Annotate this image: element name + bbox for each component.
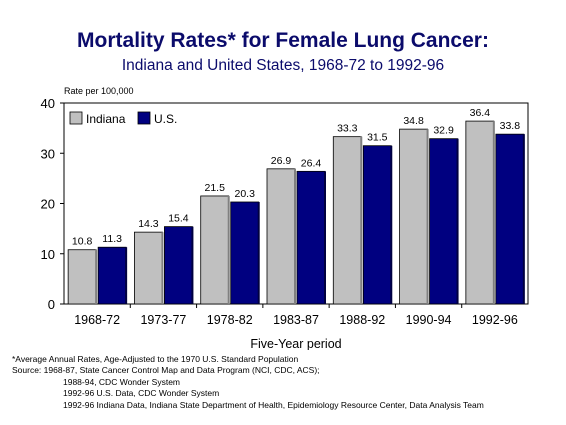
data-label: 15.4 [168, 213, 189, 225]
bar-us [164, 226, 193, 305]
bar-us [296, 170, 326, 305]
y-tick-label: 20 [41, 197, 55, 212]
bar-indiana [200, 195, 230, 305]
data-label: 31.5 [367, 132, 388, 144]
y-tick-label: 0 [48, 297, 55, 312]
data-label: 26.9 [271, 155, 292, 167]
data-label: 20.3 [234, 188, 255, 200]
bar-indiana [67, 249, 97, 305]
x-tick-label: 1983-87 [273, 313, 319, 327]
x-axis-label: Five-Year period [250, 337, 341, 350]
bar-us [495, 133, 525, 305]
data-label: 33.8 [500, 120, 521, 132]
bar-indiana [465, 120, 495, 305]
data-label: 21.5 [204, 182, 225, 194]
x-tick-label: 1968-72 [74, 313, 120, 327]
legend-swatch-indiana [69, 111, 83, 125]
footnote-source-4: 1992-96 Indiana Data, Indiana State Depa… [63, 399, 484, 410]
bar-us [362, 145, 392, 305]
data-label: 10.8 [72, 236, 93, 248]
footnotes: *Average Annual Rates, Age-Adjusted to t… [12, 354, 562, 411]
data-label: 26.4 [301, 157, 322, 169]
x-tick-label: 1978-82 [207, 313, 253, 327]
bar-us [97, 246, 127, 305]
legend-swatch-us [137, 111, 151, 125]
y-tick-label: 30 [41, 146, 55, 161]
chart-title: Mortality Rates* for Female Lung Cancer: [77, 29, 489, 52]
data-label: 14.3 [138, 218, 159, 230]
x-tick-label: 1973-77 [140, 313, 186, 327]
y-tick-label: 40 [41, 96, 55, 111]
bar-indiana [134, 231, 163, 305]
data-label: 36.4 [470, 107, 491, 119]
data-label: 34.8 [403, 115, 424, 127]
x-tick-label: 1990-94 [406, 313, 452, 327]
bar-indiana [399, 128, 428, 305]
x-tick-label: 1992-96 [472, 313, 518, 327]
x-tick-label: 1988-92 [339, 313, 385, 327]
bar-indiana [332, 136, 362, 305]
footnote-source-3: 1992-96 U.S. Data, CDC Wonder System [63, 388, 220, 399]
footnote-source-1: Source: 1968-87, State Cancer Control Ma… [12, 365, 320, 376]
chart-subtitle: Indiana and United States, 1968-72 to 19… [121, 57, 445, 74]
data-label: 32.9 [433, 125, 454, 137]
legend-label: Indiana [86, 112, 126, 126]
bar-chart: 0 10 20 30 40 Rate per 100,000 10.8 11.3 1968-72… [41, 86, 529, 350]
footnote-asterisk: *Average Annual Rates, Age-Adjusted to t… [12, 354, 299, 364]
bar-us [230, 201, 260, 305]
y-axis-label: Rate per 100,000 [64, 86, 134, 96]
data-label: 33.3 [337, 123, 358, 135]
data-label: 11.3 [102, 233, 122, 245]
legend-label: U.S. [154, 112, 177, 126]
bar-indiana [266, 168, 296, 305]
y-tick-label: 10 [41, 247, 55, 262]
footnote-source-2: 1988-94, CDC Wonder System [63, 376, 181, 387]
bar-us [429, 138, 458, 305]
